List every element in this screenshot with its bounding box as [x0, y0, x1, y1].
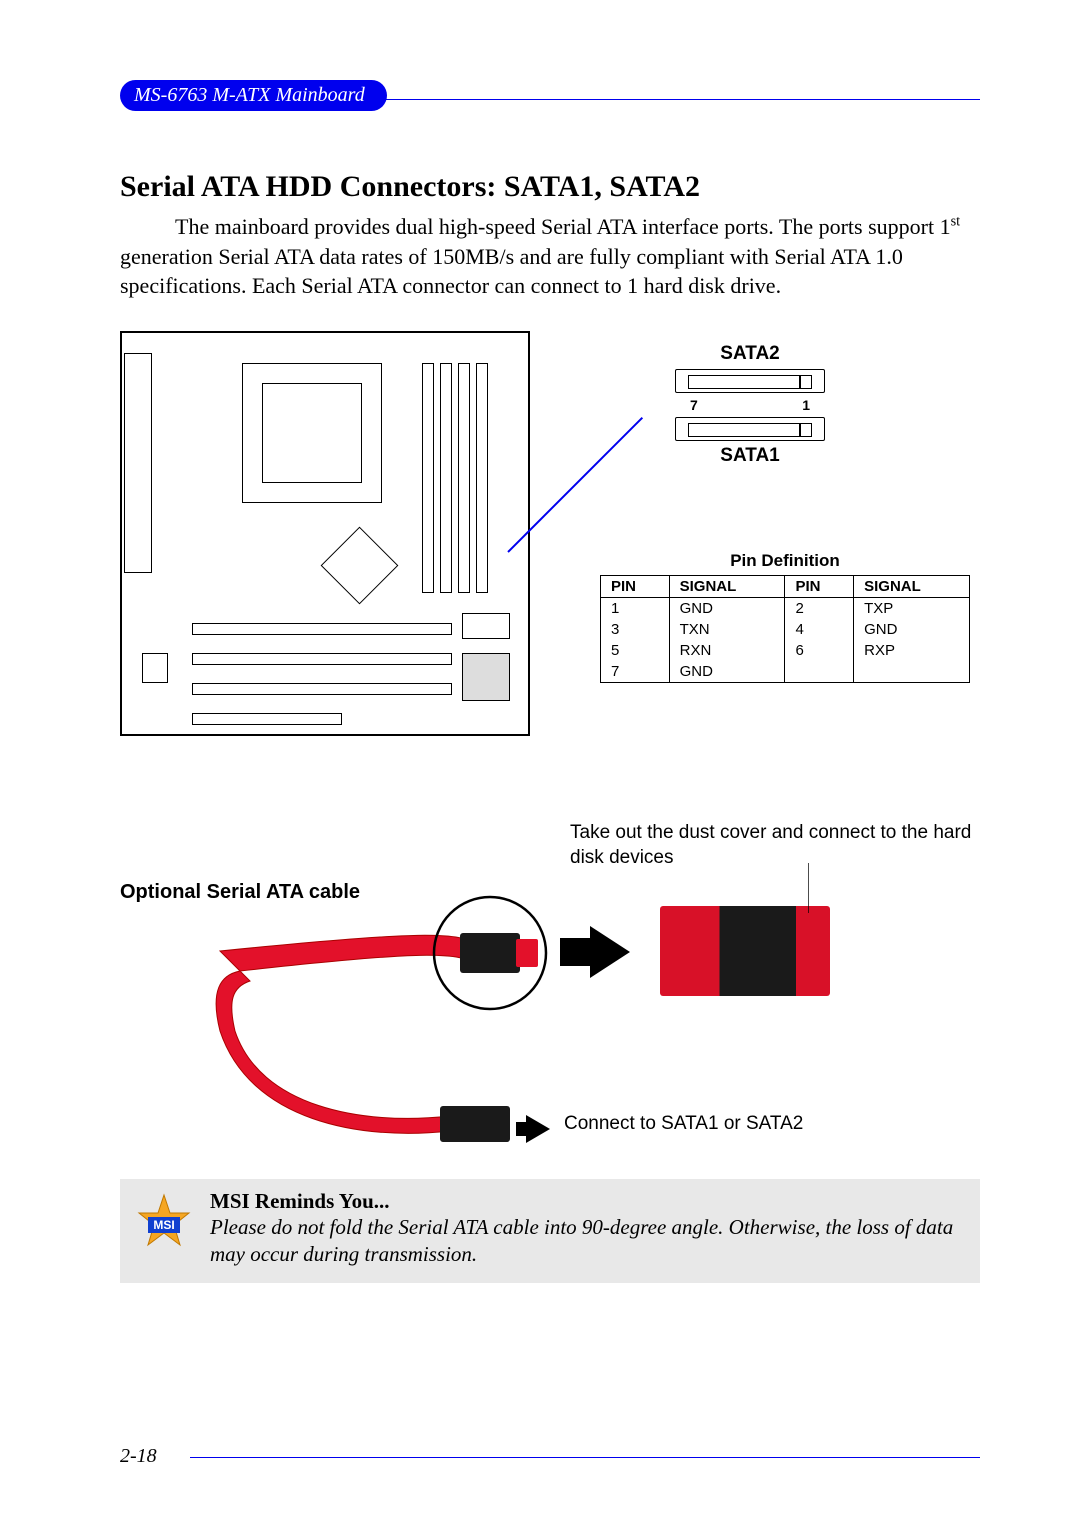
diagram-zone: SATA2 7 1 SATA1 Pin Definition PIN SIGNA…: [120, 331, 980, 811]
reminder-title: MSI Reminds You...: [210, 1189, 966, 1214]
svg-text:MSI: MSI: [153, 1218, 174, 1232]
pin-definition-table: Pin Definition PIN SIGNAL PIN SIGNAL 1 G…: [600, 551, 970, 683]
pindef-row: 7 GND: [601, 661, 970, 683]
pindef-row: 1 GND 2 TXP: [601, 598, 970, 620]
dust-leader-line: [808, 863, 918, 923]
section-title: Serial ATA HDD Connectors: SATA1, SATA2: [120, 170, 980, 204]
header-rule: [360, 99, 980, 100]
body-post: generation Serial ATA data rates of 150M…: [120, 244, 903, 299]
pindef-title: Pin Definition: [600, 551, 970, 571]
sata-location-highlight: [462, 613, 510, 639]
pindef-header-row: PIN SIGNAL PIN SIGNAL: [601, 576, 970, 598]
header-badge: MS-6763 M-ATX Mainboard: [120, 80, 387, 111]
sata2-connector-icon: [675, 369, 825, 393]
pindef-h2: PIN: [785, 576, 854, 598]
footer-rule: [190, 1457, 980, 1458]
body-pre: The mainboard provides dual high-speed S…: [175, 214, 951, 239]
sata-connector-callout: SATA2 7 1 SATA1: [640, 341, 860, 469]
sata-connector-photo: [660, 906, 830, 996]
msi-reminder-box: MSI MSI Reminds You... Please do not fol…: [120, 1179, 980, 1283]
pindef-row: 5 RXN 6 RXP: [601, 640, 970, 661]
pindef-h1: SIGNAL: [669, 576, 785, 598]
msi-logo-icon: MSI: [134, 1193, 194, 1253]
pin1-label: 1: [802, 397, 810, 413]
pindef-h0: PIN: [601, 576, 670, 598]
sata1-label: SATA1: [640, 445, 860, 467]
sata-plug-icon: [440, 1106, 510, 1142]
arrow-right-small-icon: [526, 1115, 550, 1143]
body-sup: st: [951, 214, 961, 230]
sata1-connector-icon: [675, 417, 825, 441]
sata2-label: SATA2: [640, 343, 860, 365]
section-body: The mainboard provides dual high-speed S…: [120, 212, 980, 301]
pin7-label: 7: [690, 397, 698, 413]
cable-diagram-zone: Take out the dust cover and connect to t…: [120, 821, 980, 1161]
arrow-right-icon: [590, 926, 630, 978]
page-number: 2-18: [120, 1445, 157, 1468]
mainboard-diagram: [120, 331, 530, 736]
pindef-row: 3 TXN 4 GND: [601, 619, 970, 640]
connect-note: Connect to SATA1 or SATA2: [564, 1113, 803, 1135]
reminder-body: Please do not fold the Serial ATA cable …: [210, 1214, 966, 1269]
pindef-h3: SIGNAL: [854, 576, 970, 598]
dust-cover-note: Take out the dust cover and connect to t…: [570, 821, 980, 870]
